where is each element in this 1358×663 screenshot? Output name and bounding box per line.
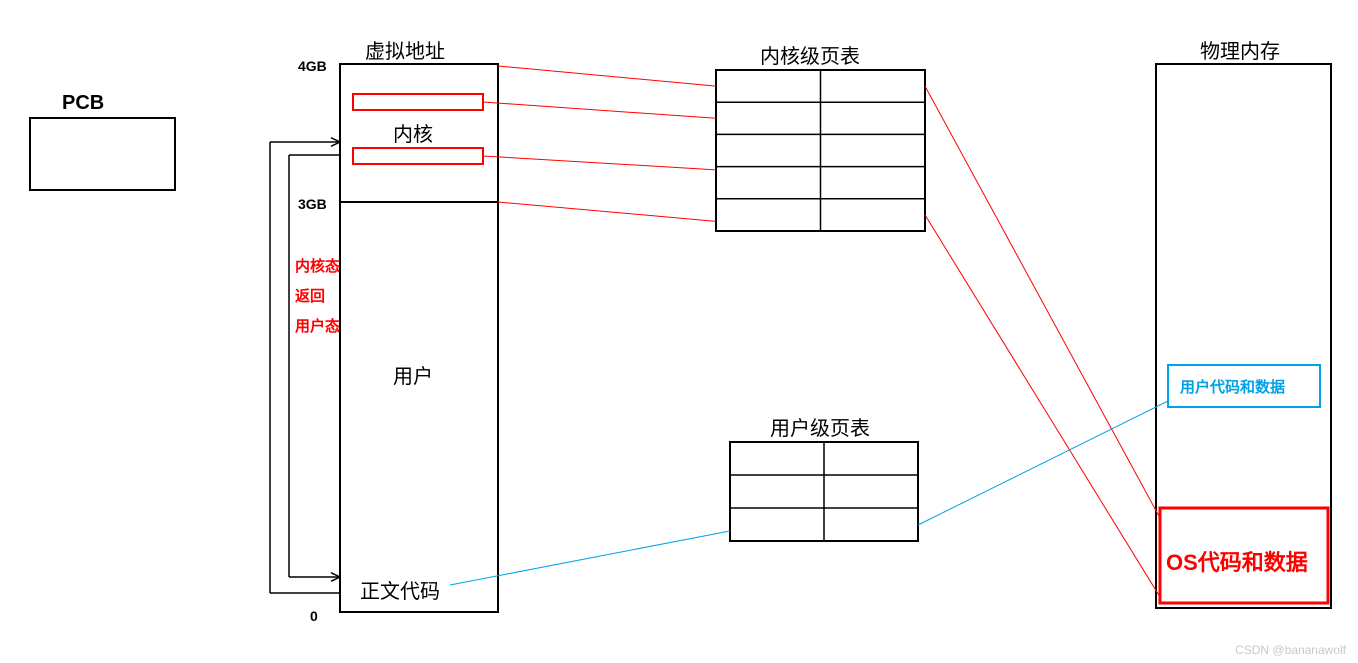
user-label: 用户 [393,360,433,389]
virtual-addr-label: 虚拟地址 [365,35,445,64]
text-code-label: 正文代码 [360,575,440,604]
return-txt: 返回 [295,285,325,306]
mark-4g: 4GB [298,58,327,74]
diagram-canvas [0,0,1358,663]
os-code-data-txt: OS代码和数据 [1166,545,1308,577]
kernel-label: 内核 [393,118,433,147]
user-code-data-txt: 用户代码和数据 [1180,376,1285,397]
phys-mem-label: 物理内存 [1200,35,1280,64]
user-pt-label: 用户级页表 [770,412,870,441]
user-mode-txt: 用户态 [295,315,340,336]
mark-3g: 3GB [298,196,327,212]
watermark: CSDN @bananawolf [1235,643,1346,657]
mark-0: 0 [310,608,318,624]
pcb-label: PCB [62,92,104,115]
kernel-mode-txt: 内核态 [295,255,340,276]
kernel-pt-label: 内核级页表 [760,40,860,69]
